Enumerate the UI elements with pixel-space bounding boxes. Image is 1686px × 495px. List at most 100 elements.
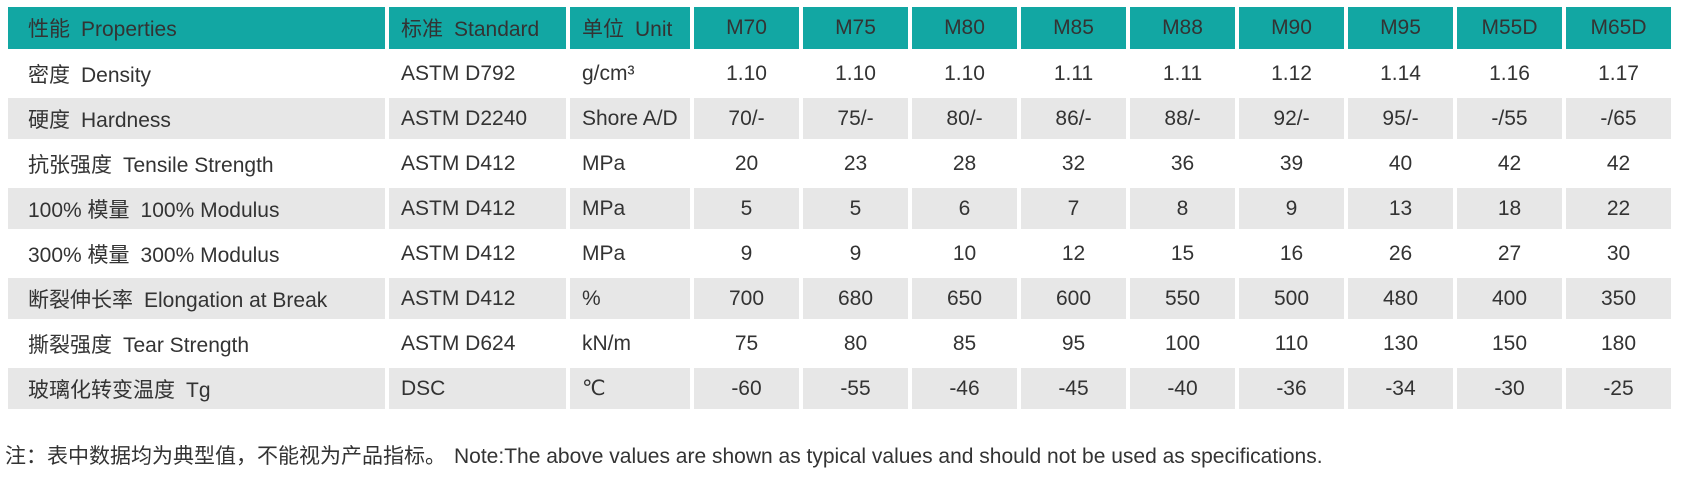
property-name-en: Elongation at Break [144, 288, 328, 312]
value-cell: 92/- [1239, 98, 1344, 139]
value-cell: 180 [1600, 331, 1637, 355]
value-cell: 23 [843, 151, 868, 175]
value-cell: 100 [1164, 331, 1201, 355]
value-cell: 30 [1606, 241, 1631, 265]
grade-column-header: M70 [694, 7, 799, 49]
value-cell: 9 [849, 241, 862, 265]
unit-header-cn: 单位 [582, 18, 624, 41]
value-cell: -40 [1130, 368, 1235, 409]
value-cell: 400 [1457, 278, 1562, 319]
table-row: 断裂伸长率 Elongation at Break ASTM D412% 700 680… [8, 278, 1671, 319]
unit-cell: ℃ [570, 368, 690, 409]
value-cell: 1.12 [1271, 61, 1312, 85]
value-cell: 150 [1491, 331, 1528, 355]
grade-column-header: M95 [1348, 7, 1453, 49]
value-cell: 1.16 [1489, 61, 1530, 85]
grade-column-header: M88 [1130, 7, 1235, 49]
value-cell: 36 [1170, 151, 1195, 175]
property-name-en: Tg [186, 378, 211, 402]
value-cell: 600 [1021, 278, 1126, 319]
unit-cell: MPa [570, 188, 690, 229]
property-cell: 撕裂强度 Tear Strength [8, 323, 385, 364]
value-cell: 15 [1170, 241, 1195, 265]
standard-cell: ASTM D792 [401, 61, 516, 85]
value-cell: 70/- [694, 98, 799, 139]
value-cell: 110 [1274, 331, 1309, 355]
value-cell: 8 [1130, 188, 1235, 229]
unit-cell: kN/m [582, 331, 631, 355]
value-cell: 42 [1497, 151, 1522, 175]
value-cell: 95 [1061, 331, 1086, 355]
value-cell: 88/- [1130, 98, 1235, 139]
value-cell: 16 [1279, 241, 1304, 265]
property-cell: 300% 模量 300% Modulus [8, 233, 385, 274]
value-cell: 18 [1457, 188, 1562, 229]
value-cell: 27 [1497, 241, 1522, 265]
property-name-en: Hardness [81, 108, 171, 132]
value-cell: 13 [1348, 188, 1453, 229]
grade-column-header: M55D [1457, 7, 1562, 49]
value-cell: 32 [1061, 151, 1086, 175]
value-cell: 550 [1130, 278, 1235, 319]
table-row: 撕裂强度 Tear Strength ASTM D624 kN/m 75 80 85 95 10… [8, 323, 1671, 364]
value-cell: -46 [912, 368, 1017, 409]
property-name-en: 100% Modulus [140, 198, 280, 222]
standard-cell: ASTM D412 [401, 241, 516, 265]
property-name-en: Density [81, 63, 152, 87]
property-cell: 硬度 Hardness [8, 98, 385, 139]
footnote-en: Note:The above values are shown as typic… [454, 445, 1323, 468]
value-cell: -55 [803, 368, 908, 409]
value-cell: 1.14 [1380, 61, 1421, 85]
property-cell: 密度 Density [8, 53, 385, 94]
table-row: 玻璃化转变温度 Tg DSC ℃ -60 -55 -46 -45 -40 -36 -34 -30 -25 [8, 368, 1671, 409]
value-cell: 40 [1388, 151, 1413, 175]
value-cell: 700 [694, 278, 799, 319]
value-cell: 480 [1348, 278, 1453, 319]
unit-cell: MPa [582, 241, 626, 265]
value-cell: 9 [740, 241, 753, 265]
value-cell: 80/- [912, 98, 1017, 139]
property-name-cn: 100% 模量 [28, 198, 130, 222]
property-name-cn: 玻璃化转变温度 [28, 378, 175, 402]
standard-cell: ASTM D2240 [389, 98, 566, 139]
standard-header-cn: 标准 [401, 18, 443, 41]
properties-header-cn: 性能 [28, 18, 70, 41]
value-cell: 42 [1606, 151, 1631, 175]
value-cell: 350 [1566, 278, 1671, 319]
value-cell: -60 [694, 368, 799, 409]
unit-cell: g/cm³ [582, 61, 635, 85]
grade-column-header: M90 [1239, 7, 1344, 49]
value-cell: 12 [1061, 241, 1086, 265]
value-cell: 1.11 [1162, 61, 1203, 85]
value-cell: 680 [803, 278, 908, 319]
value-cell: 7 [1021, 188, 1126, 229]
standard-cell: ASTM D412 [389, 188, 566, 229]
property-name-cn: 抗张强度 [28, 153, 112, 177]
value-cell: 80 [843, 331, 868, 355]
grade-column-header: M75 [803, 7, 908, 49]
value-cell: -/55 [1457, 98, 1562, 139]
value-cell: 20 [734, 151, 759, 175]
unit-cell: % [570, 278, 690, 319]
standard-cell: DSC [389, 368, 566, 409]
value-cell: 75 [734, 331, 759, 355]
grade-column-header: M80 [912, 7, 1017, 49]
table-row: 密度 Density ASTM D792 g/cm³ 1.10 1.10 1.10 1.11 1… [8, 53, 1671, 94]
value-cell: 22 [1566, 188, 1671, 229]
property-cell: 玻璃化转变温度 Tg [8, 368, 385, 409]
grade-column-header: M65D [1566, 7, 1671, 49]
value-cell: 75/- [803, 98, 908, 139]
property-cell: 100% 模量 100% Modulus [8, 188, 385, 229]
unit-column-header: 单位 Unit [570, 7, 690, 49]
value-cell: -30 [1457, 368, 1562, 409]
value-cell: -25 [1566, 368, 1671, 409]
value-cell: 5 [803, 188, 908, 229]
value-cell: 1.17 [1598, 61, 1639, 85]
property-name-cn: 硬度 [28, 108, 70, 132]
properties-header-en: Properties [81, 18, 177, 41]
property-name-en: 300% Modulus [140, 243, 280, 267]
table-row: 300% 模量 300% Modulus ASTM D412 MPa 9 9 10 12 15 1… [8, 233, 1671, 274]
value-cell: -34 [1348, 368, 1453, 409]
value-cell: 650 [912, 278, 1017, 319]
value-cell: 39 [1279, 151, 1304, 175]
